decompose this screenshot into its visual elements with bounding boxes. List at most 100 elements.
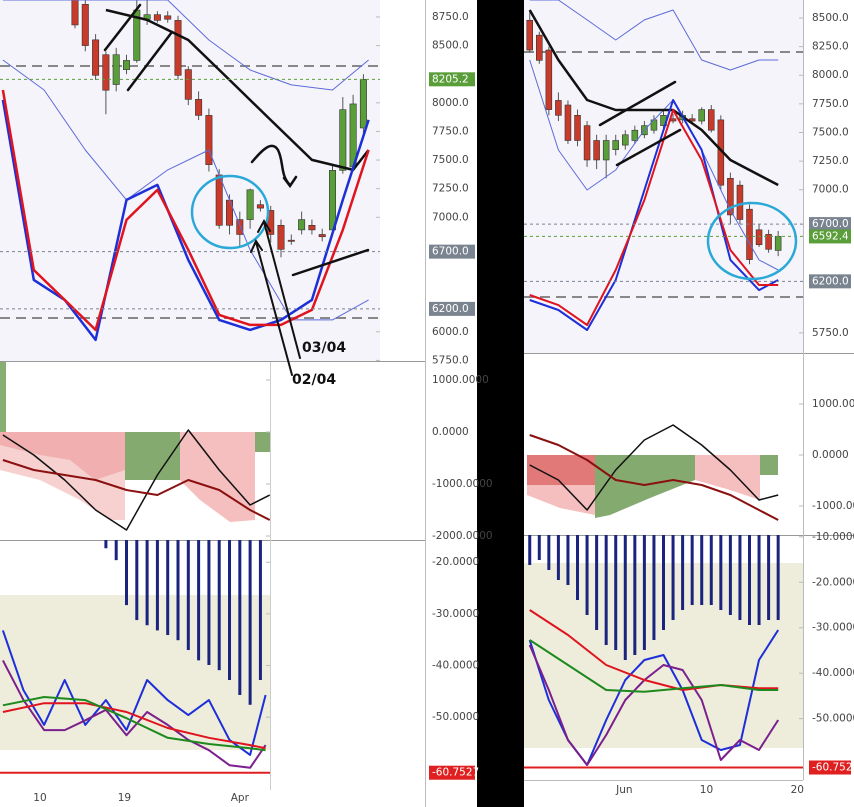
pointer-arrow <box>250 238 293 376</box>
series-line <box>528 9 779 187</box>
candle-body <box>536 34 543 61</box>
price-box-label: 8205.2 <box>432 73 469 85</box>
candle-body <box>583 125 591 161</box>
series-line <box>2 702 266 750</box>
price-box-label: 6200.0 <box>432 303 469 315</box>
y-tick-label: -1000.0000 <box>432 478 493 490</box>
y-tick-label: -2000.0000 <box>432 530 493 542</box>
histogram-block <box>760 455 778 475</box>
trend-line <box>126 30 174 92</box>
candle-body <box>246 189 254 220</box>
candle-body <box>226 199 233 226</box>
trend-line <box>103 3 142 52</box>
y-tick-label: 0.0000 <box>432 426 469 438</box>
candle-body <box>622 134 629 146</box>
y-tick-label: -30.0000 <box>812 622 854 634</box>
bar <box>757 535 761 625</box>
price-box <box>809 229 851 244</box>
y-tick-label: -10.0000 <box>812 531 854 543</box>
panel <box>524 535 803 769</box>
price-box-label: 6200.0 <box>812 275 849 287</box>
candle-body <box>123 60 130 70</box>
y-tick-label: 7000.0 <box>432 211 469 223</box>
panel <box>2 379 270 537</box>
bar <box>767 535 771 620</box>
histogram-block <box>527 485 595 515</box>
candle-body <box>164 15 172 20</box>
y-tick-label: -20.0000 <box>812 576 854 588</box>
series-line <box>2 696 266 752</box>
series-line <box>1 630 267 756</box>
candle-body <box>81 4 89 46</box>
price-box <box>429 765 475 780</box>
bar <box>125 540 129 606</box>
candle-body <box>359 79 367 129</box>
y-tick-label: -40.0000 <box>812 667 854 679</box>
bar <box>104 540 108 549</box>
series-line <box>528 644 780 766</box>
bar <box>155 540 159 631</box>
y-tick-label: -50.0000 <box>432 711 479 723</box>
series-line <box>529 0 779 71</box>
price-panel-bg <box>0 0 380 362</box>
bar <box>614 535 618 650</box>
series-line <box>529 99 779 331</box>
bar <box>186 540 190 651</box>
price-box-label: 6700.0 <box>432 246 469 258</box>
y-tick-label: 5750.0 <box>432 354 469 366</box>
histogram-block <box>595 455 695 518</box>
bar <box>207 540 211 665</box>
annotation: 02/04 <box>292 372 336 388</box>
bar <box>700 535 704 605</box>
bar <box>662 535 665 630</box>
price-box <box>429 244 475 259</box>
bar <box>585 535 589 615</box>
bar <box>528 535 532 565</box>
y-tick-label: 6000.0 <box>432 326 469 338</box>
price-box <box>809 217 851 232</box>
candle-body <box>256 204 264 209</box>
annotation: 03/04 <box>302 340 346 356</box>
price-box-label: -60.7527 <box>812 762 854 774</box>
bar <box>176 540 180 641</box>
bar <box>258 540 262 680</box>
bar <box>709 535 713 605</box>
series-line <box>2 459 270 521</box>
bar <box>681 535 685 610</box>
series-line <box>2 0 369 91</box>
bar <box>719 535 723 610</box>
histogram-block <box>125 432 180 480</box>
candle-body <box>650 119 658 131</box>
y-tick-label: 8500.0 <box>812 12 849 24</box>
candle-body <box>774 236 782 251</box>
bar <box>114 540 118 561</box>
candle-body <box>112 54 120 85</box>
candle-body <box>205 115 213 165</box>
series-line <box>2 59 369 321</box>
candle-body <box>602 140 610 161</box>
bar <box>556 535 560 580</box>
trend-line <box>598 80 677 127</box>
candle-body <box>153 14 161 21</box>
y-tick-label: -50.0000 <box>812 713 854 725</box>
series-line <box>529 609 779 691</box>
candle-body <box>277 225 285 250</box>
bar <box>738 535 742 620</box>
bar <box>566 535 570 585</box>
candle-body <box>308 225 316 231</box>
charts <box>0 0 803 774</box>
candle-body <box>631 129 639 141</box>
y-tick-label: 0.0000 <box>812 449 849 461</box>
bar <box>537 535 541 560</box>
bar <box>623 535 627 660</box>
bar <box>166 540 170 636</box>
bar <box>595 535 599 630</box>
histogram-block <box>255 432 270 452</box>
y-tick-label: 8250.0 <box>812 41 849 53</box>
bar <box>576 535 580 600</box>
histogram-block <box>695 455 760 500</box>
panel <box>0 540 270 774</box>
series-line <box>105 8 370 172</box>
bar <box>728 535 732 615</box>
